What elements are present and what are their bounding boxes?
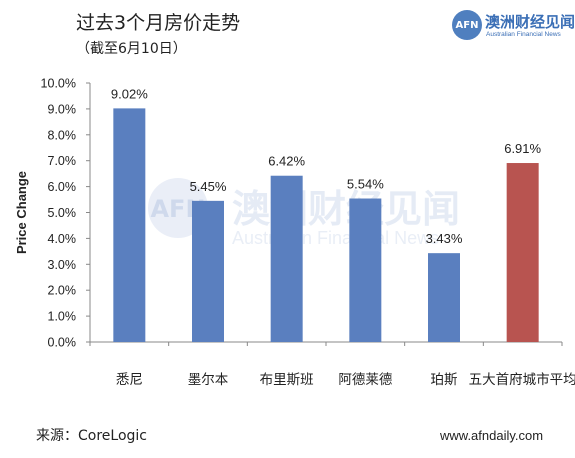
data-label: 5.45%: [190, 179, 227, 194]
data-label: 5.54%: [347, 177, 384, 192]
afn-logo-icon: AFN: [452, 10, 482, 40]
bar: [270, 175, 303, 342]
y-tick-label: 5.0%: [48, 206, 77, 220]
y-tick-label: 6.0%: [48, 180, 77, 194]
category-label: 墨尔本: [188, 372, 229, 388]
logo-name-cn: 澳洲财经见闻: [485, 13, 575, 31]
data-label: 9.02%: [111, 86, 148, 101]
bar: [506, 163, 539, 342]
y-tick-label: 3.0%: [48, 258, 77, 272]
bar: [349, 198, 382, 342]
data-label: 6.42%: [268, 154, 305, 169]
site-url: www.afndaily.com: [440, 428, 544, 443]
category-label: 珀斯: [431, 372, 458, 388]
y-tick-label: 7.0%: [48, 154, 77, 168]
chart-title: 过去3个月房价走势: [76, 12, 241, 34]
y-tick-label: 9.0%: [48, 102, 77, 116]
data-label: 3.43%: [426, 231, 463, 246]
source-note: 来源：CoreLogic: [36, 428, 147, 444]
y-tick-label: 8.0%: [48, 128, 77, 142]
category-label: 布里斯班: [260, 372, 314, 388]
logo-name-en: Australian Financial News: [486, 31, 561, 38]
data-label: 6.91%: [504, 141, 541, 156]
y-tick-label: 2.0%: [48, 284, 77, 298]
y-tick-label: 1.0%: [48, 310, 77, 324]
bar: [428, 253, 460, 342]
chart-subtitle: （截至6月10日）: [76, 41, 187, 57]
y-tick-label: 0.0%: [48, 336, 77, 350]
category-label: 悉尼: [116, 372, 143, 388]
y-axis-title: Price Change: [14, 171, 29, 254]
watermark-en: Australian Financial News: [232, 228, 439, 248]
y-tick-label: 10.0%: [41, 77, 76, 91]
watermark-cn: 澳洲财经见闻: [232, 187, 460, 231]
category-label: 五大首府城市平均: [469, 371, 575, 388]
category-label: 阿德莱德: [338, 372, 392, 388]
y-tick-label: 4.0%: [48, 232, 77, 246]
afn-logo: AFN 澳洲财经见闻 Australian Financial News: [452, 10, 575, 44]
bar: [113, 108, 146, 342]
bar: [192, 200, 224, 342]
